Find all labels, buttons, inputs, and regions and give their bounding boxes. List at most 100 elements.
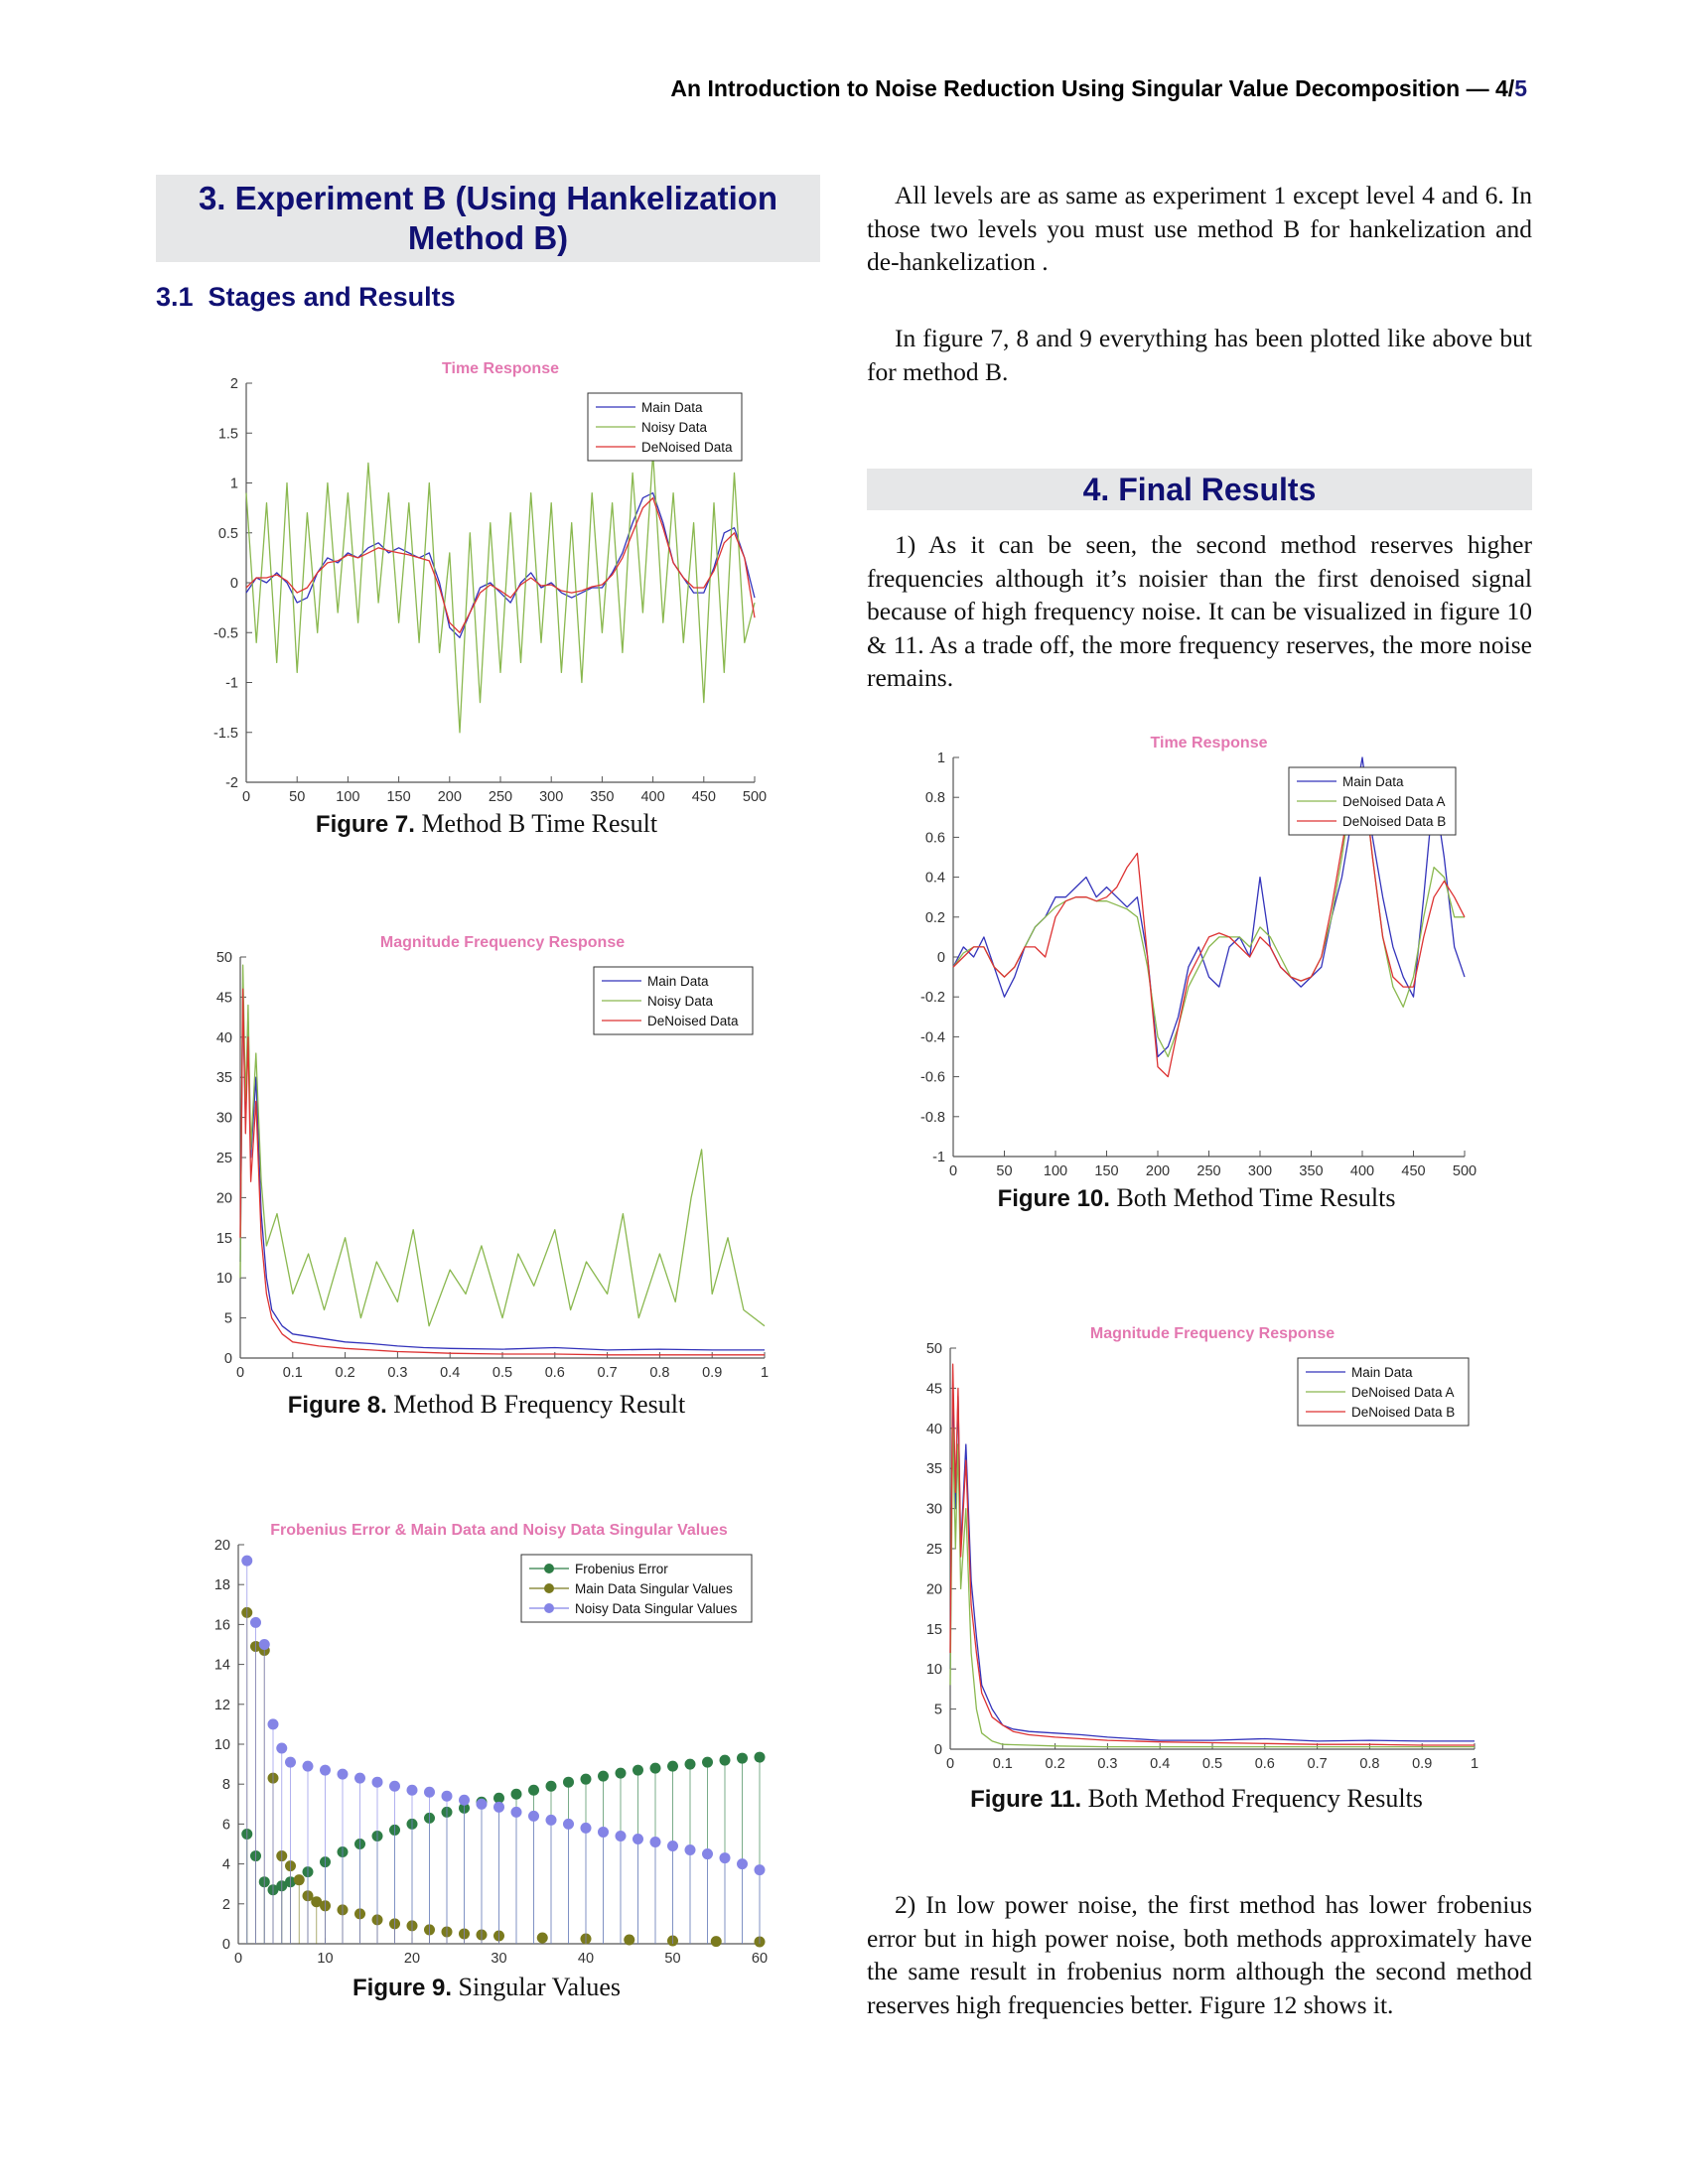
y-tick-label: 0.2 — [925, 910, 945, 926]
data-point — [354, 1772, 365, 1784]
y-tick-label: 35 — [926, 1461, 942, 1477]
paragraph-3: 1) As it can be seen, the second method … — [867, 530, 1532, 692]
data-point — [615, 1767, 627, 1779]
y-tick-label: 45 — [216, 990, 232, 1006]
data-point — [598, 1770, 609, 1782]
series-line-2 — [239, 988, 765, 1356]
section-3-heading: 3. Experiment B (Using Hankelization Met… — [156, 175, 820, 262]
data-point — [441, 1790, 453, 1802]
data-point — [580, 1773, 592, 1785]
y-tick-label: 0 — [934, 1742, 942, 1758]
data-point — [545, 1780, 557, 1792]
page-number: 5 — [1514, 75, 1527, 101]
figure-8-caption: Figure 8. Method B Frequency Result — [189, 1390, 784, 1420]
y-tick-label: 14 — [214, 1658, 230, 1674]
series-line-2 — [952, 766, 1466, 1078]
legend: Main Data DeNoised Data A DeNoised Data B — [1297, 1357, 1470, 1427]
data-point — [276, 1742, 288, 1754]
figure-7-caption-text: Method B Time Result — [421, 809, 658, 838]
y-tick-label: 50 — [926, 1341, 942, 1357]
legend-marker — [544, 1564, 554, 1573]
x-tick-label: 100 — [336, 789, 359, 805]
y-tick-label: 5 — [224, 1311, 232, 1327]
data-point — [476, 1798, 488, 1810]
x-tick-label: 150 — [386, 789, 410, 805]
x-tick-label: 0 — [949, 1163, 957, 1179]
y-tick-label: 25 — [216, 1151, 232, 1166]
legend-entry: Main Data — [1351, 1365, 1413, 1380]
plot-title: Time Response — [1151, 735, 1268, 751]
data-point — [241, 1555, 253, 1567]
x-tick-label: 0.8 — [649, 1365, 669, 1381]
x-tick-label: 0.7 — [598, 1365, 618, 1381]
x-tick-label: 0 — [236, 1365, 244, 1381]
data-point — [563, 1776, 574, 1788]
x-tick-label: 40 — [578, 1951, 594, 1967]
data-point — [737, 1752, 748, 1764]
data-point — [389, 1780, 400, 1792]
data-point — [337, 1768, 349, 1780]
x-tick-label: 0.8 — [1359, 1756, 1379, 1772]
legend-entry: Noisy Data — [647, 994, 714, 1009]
x-tick-label: 300 — [1248, 1163, 1272, 1179]
section-3-title: 3. Experiment B (Using Hankelization Met… — [198, 180, 778, 256]
section-4-heading: 4. Final Results — [867, 469, 1532, 510]
series-line-2 — [949, 1363, 1475, 1746]
x-tick-label: 0.9 — [702, 1365, 722, 1381]
data-point — [719, 1754, 731, 1766]
x-tick-label: 0.7 — [1308, 1756, 1328, 1772]
x-tick-label: 0.3 — [1097, 1756, 1117, 1772]
legend-entry: Main Data Singular Values — [575, 1581, 733, 1596]
y-tick-label: 35 — [216, 1070, 232, 1086]
x-tick-label: 50 — [664, 1951, 680, 1967]
y-tick-label: 1 — [230, 477, 238, 492]
figure-7-caption: Figure 7. Method B Time Result — [189, 809, 784, 839]
y-tick-label: 20 — [216, 1190, 232, 1206]
data-point — [302, 1760, 314, 1772]
y-tick-label: 0.8 — [925, 790, 945, 806]
y-tick-label: 0 — [222, 1937, 230, 1953]
y-tick-label: -0.6 — [920, 1070, 945, 1086]
data-point — [545, 1814, 557, 1826]
x-tick-label: 60 — [752, 1951, 768, 1967]
legend-marker — [544, 1603, 554, 1613]
data-point — [258, 1639, 270, 1650]
figure-9-caption: Figure 9. Singular Values — [189, 1973, 784, 2002]
x-tick-label: 0.1 — [283, 1365, 303, 1381]
figure-7-label: Figure 7. — [315, 811, 415, 838]
data-point — [702, 1848, 713, 1860]
legend: Main Data Noisy Data DeNoised Data — [593, 966, 754, 1035]
x-tick-label: 0.2 — [336, 1365, 355, 1381]
data-point — [649, 1836, 661, 1847]
x-tick-label: 500 — [1453, 1163, 1477, 1179]
y-tick-label: -1 — [932, 1150, 945, 1165]
data-point — [684, 1844, 696, 1856]
y-tick-label: 20 — [926, 1581, 942, 1597]
data-point — [684, 1758, 696, 1770]
y-tick-label: 6 — [222, 1817, 230, 1833]
paragraph-4: 2) In low power noise, the first method … — [867, 1890, 1532, 2019]
legend-entry: Main Data — [641, 400, 703, 415]
y-tick-label: 2 — [230, 376, 238, 392]
plot-title: Frobenius Error & Main Data and Noisy Da… — [270, 1522, 728, 1539]
y-tick-label: -0.8 — [920, 1110, 945, 1126]
y-tick-label: 50 — [216, 950, 232, 966]
y-tick-label: 30 — [926, 1502, 942, 1518]
y-tick-label: 5 — [934, 1703, 942, 1718]
y-tick-label: 45 — [926, 1381, 942, 1397]
series-line-1 — [949, 1428, 1475, 1748]
subsection-3-1-heading: 3.1 Stages and Results — [156, 282, 456, 312]
y-tick-label: 1 — [937, 751, 945, 766]
y-tick-label: 25 — [926, 1542, 942, 1558]
data-point — [580, 1822, 592, 1834]
running-head: An Introduction to Noise Reduction Using… — [670, 75, 1527, 102]
data-point — [493, 1792, 504, 1804]
data-point — [667, 1841, 678, 1852]
y-tick-label: -2 — [225, 775, 238, 791]
x-tick-label: 0.5 — [1202, 1756, 1222, 1772]
y-tick-label: 16 — [214, 1617, 230, 1633]
series-line-1 — [239, 964, 766, 1327]
figure-11-caption-text: Both Method Frequency Results — [1087, 1784, 1423, 1813]
data-point — [563, 1818, 574, 1830]
y-tick-label: 12 — [214, 1698, 230, 1713]
